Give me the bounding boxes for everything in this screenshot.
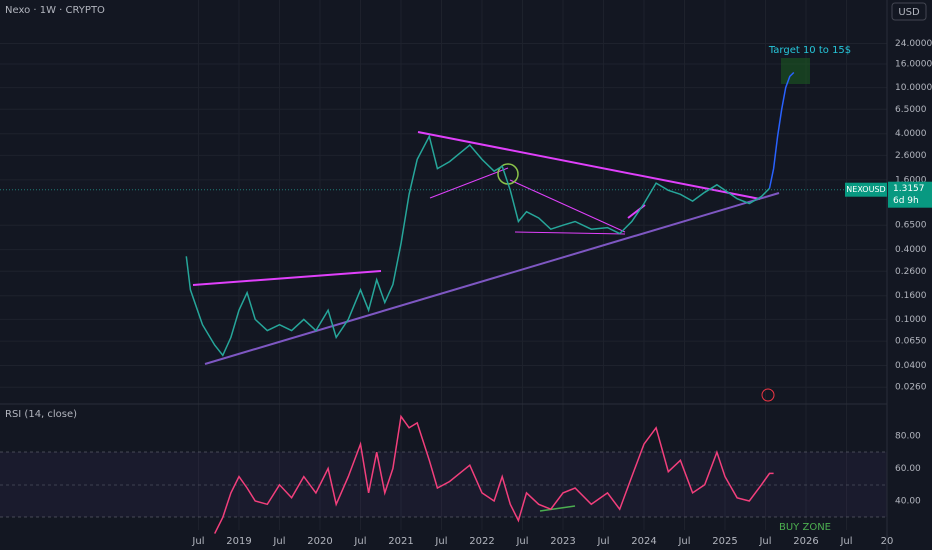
- y-tick-label: 0.0260: [895, 383, 927, 393]
- axis-labels: Jul 2019 Jul 2020 Jul 2021 Jul 2022 Jul 2023 Jul 20…: [191, 39, 932, 547]
- x-tick-label: 2021: [388, 536, 413, 547]
- x-tick-label: 2024: [631, 536, 656, 547]
- target-annotation: Target 10 to 15$: [768, 45, 851, 56]
- currency-button[interactable]: [891, 2, 927, 21]
- y-tick-label: 24.0000: [895, 39, 932, 49]
- price-line: [185, 134, 771, 357]
- y-tick-label: 0.2600: [895, 267, 927, 277]
- plot: [0, 71, 887, 534]
- y-tick-label: 6.5000: [895, 105, 927, 115]
- chart-title: Nexo · 1W · CRYPTO: [5, 5, 105, 16]
- x-tick-label: Jul: [677, 536, 690, 547]
- trend-lines: [192, 131, 780, 512]
- zone-label: BUY ZONE: [779, 522, 831, 533]
- symbol-tag: [845, 182, 887, 197]
- price-line: [214, 414, 774, 534]
- currency[interactable]: USD: [898, 7, 920, 18]
- x-tick-label: Jul: [353, 536, 366, 547]
- symbol-label: NEXOUSD: [846, 185, 885, 194]
- y-tick-label: 60.00: [895, 464, 921, 474]
- y-tick-label: 0.1600: [895, 291, 927, 301]
- trend-line: [192, 270, 382, 286]
- x-tick-label: 20: [881, 536, 894, 547]
- event-icon: [761, 388, 775, 402]
- y-tick-label: 16.0000: [895, 59, 932, 69]
- countdown-label: 6d 9h: [893, 196, 919, 206]
- x-tick-label: Jul: [191, 536, 204, 547]
- x-tick-label: Jul: [596, 536, 609, 547]
- x-tick-label: 2020: [307, 536, 332, 547]
- grid: [0, 0, 888, 530]
- y-tick-label: 10.0000: [895, 83, 932, 93]
- x-tick-label: 2019: [226, 536, 251, 547]
- x-tick-label: Jul: [434, 536, 447, 547]
- y-tick-label: 1.6000: [895, 175, 927, 185]
- x-tick-label: Jul: [515, 536, 528, 547]
- x-tick-label: 2023: [550, 536, 575, 547]
- trend-line: [509, 179, 626, 233]
- target-box: [781, 58, 810, 84]
- y-tick-label: 80.00: [895, 431, 921, 441]
- price-line: [768, 71, 795, 189]
- y-tick-label: 0.0650: [895, 337, 927, 347]
- x-tick-label: Jul: [272, 536, 285, 547]
- last-price-label: 1.3157: [893, 184, 925, 194]
- price-axis: [887, 0, 932, 550]
- x-tick-label: Jul: [758, 536, 771, 547]
- y-tick-label: 0.4000: [895, 245, 927, 255]
- x-tick-label: 2022: [469, 536, 494, 547]
- price-tag: [888, 181, 932, 208]
- y-tick-label: 2.6000: [895, 151, 927, 161]
- trend-line: [417, 131, 761, 200]
- y-tick-label: 0.0400: [895, 361, 927, 371]
- rsi-title: RSI (14, close): [5, 409, 77, 420]
- y-tick-label: 0.1000: [895, 315, 927, 325]
- trend-line: [429, 167, 509, 199]
- x-tick-label: 2025: [712, 536, 737, 547]
- y-tick-label: 0.6500: [895, 221, 927, 231]
- trend-line: [204, 192, 780, 365]
- rsi-trend-line: [539, 505, 576, 512]
- trend-line: [514, 231, 626, 235]
- x-tick-label: Jul: [839, 536, 852, 547]
- y-tick-label: 40.00: [895, 497, 921, 507]
- x-tick-label: 2026: [793, 536, 818, 547]
- y-tick-label: 4.0000: [895, 129, 927, 139]
